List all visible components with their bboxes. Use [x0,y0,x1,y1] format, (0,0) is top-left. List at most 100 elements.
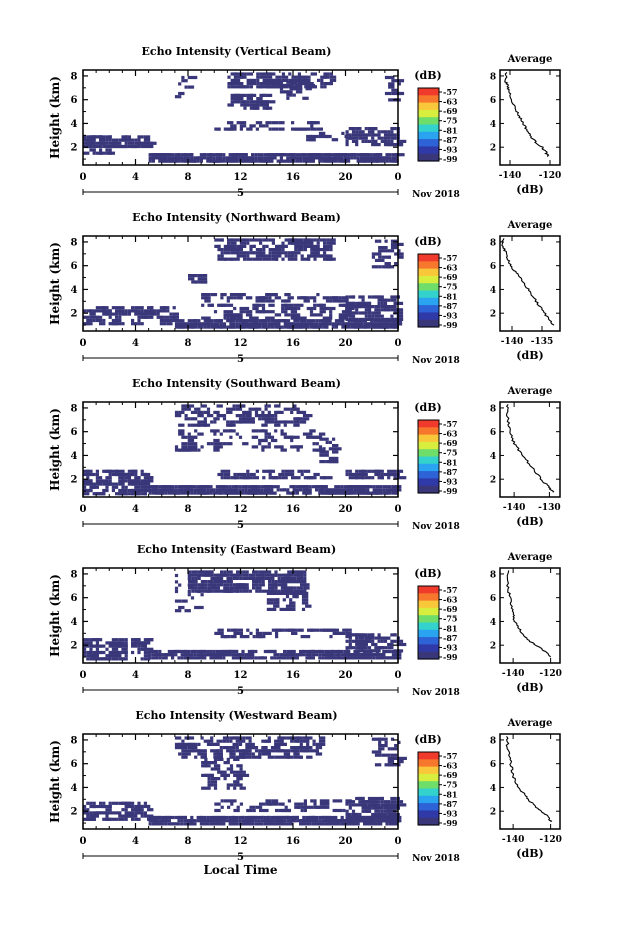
x-tick-label: 16 [286,836,300,847]
echo-cell [226,746,230,750]
echo-cell [241,649,245,654]
echo-cell [219,156,223,160]
echo-cell [127,135,131,139]
echo-cell [236,764,243,768]
echo-cell [111,654,122,658]
echo-cell [309,134,319,139]
echo-cell [233,244,237,248]
echo-cell [274,429,278,433]
echo-cell [252,476,259,480]
echo-cell [237,93,247,97]
echo-cell [292,485,296,489]
echo-cell [379,488,383,492]
echo-cell [381,255,385,259]
colorbar-label: (dB) [414,69,441,82]
echo-cell [111,488,115,493]
echo-cell [378,249,385,253]
echo-cell [271,310,275,314]
echo-cell [378,747,385,751]
y-tick-label: 6 [71,261,78,272]
echo-cell [108,482,112,486]
avg-frame [499,733,561,830]
echo-cell [259,97,263,101]
echo-cell [355,816,359,820]
echo-cell [351,139,359,143]
avg-x-tick-label: -135 [531,337,554,347]
echo-cell [197,325,204,329]
echo-cell [367,311,372,315]
echo-cell [214,808,221,813]
echo-cell [124,138,128,142]
echo-cell [351,130,356,134]
echo-cell [89,811,93,815]
echo-cell [374,139,378,143]
x-tick-label: 0 [80,504,87,515]
echo-cell [391,79,395,83]
echo-cell [241,488,245,492]
echo-cell [372,819,376,823]
echo-cell [257,485,261,489]
echo-cell [308,653,312,657]
echo-cell [248,589,252,593]
echo-cell [261,576,265,580]
echo-cell [313,238,317,242]
echo-cell [329,257,336,261]
x-tick-label: 4 [132,172,139,183]
colorbar-tick-label: -99 [443,818,458,828]
echo-cell [183,649,187,654]
echo-cell [134,312,144,316]
echo-cell [241,153,248,157]
echo-cell [238,742,243,746]
echo-cell [232,736,243,740]
echo-cell [134,306,144,310]
echo-cell [332,799,339,803]
echo-cell [302,96,309,100]
echo-cell [371,136,375,140]
echo-cell [390,239,398,243]
echo-cell [280,749,291,753]
echo-cell [190,822,194,826]
echo-cell [194,429,198,433]
day-label: 5 [237,188,244,199]
echo-cell [351,301,356,305]
echo-cell [199,822,210,826]
echo-cell [262,244,266,248]
echo-cell [377,803,381,807]
echo-cell [216,322,220,326]
echo-cell [222,746,230,750]
avg-y-tick-label: 2 [490,310,496,320]
echo-cell [108,469,119,473]
echo-cell [278,251,288,255]
echo-cell [289,656,293,660]
echo-cell [172,312,179,316]
echo-cell [321,159,328,163]
echo-cell [140,482,144,486]
echo-cell [340,815,344,820]
echo-cell [366,159,370,163]
echo-cell [311,649,322,654]
echo-cell [183,656,187,660]
avg-x-tick-label: -140 [502,669,525,679]
echo-cell [99,151,103,155]
echo-cell [118,638,125,642]
echo-cell [271,580,275,584]
echo-cell [210,780,218,784]
echo-cell [274,586,278,590]
echo-cell [254,410,259,414]
echo-cell [86,138,93,142]
echo-cell [251,445,259,449]
echo-cell [311,653,315,657]
echo-cell [261,303,266,307]
echo-cell [216,445,220,449]
echo-cell [121,657,125,661]
colorbar-segment [418,600,439,609]
echo-cell [387,747,391,751]
echo-cell [303,802,307,806]
echo-cell [147,638,154,642]
echo-cell [229,586,236,590]
echo-cell [187,442,198,446]
echo-cell [222,442,227,446]
echo-cell [295,159,299,163]
echo-cell [292,491,296,495]
echo-cell [243,472,247,477]
